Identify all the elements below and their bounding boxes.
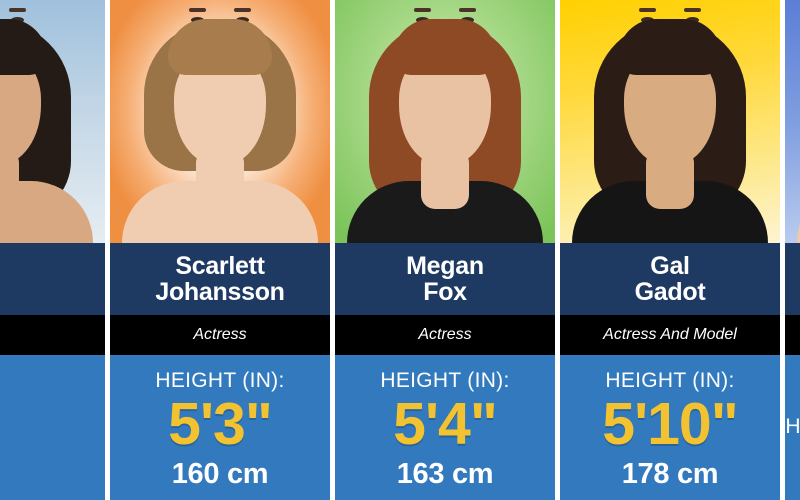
eyebrow-left-icon [234,8,251,12]
occupation-band: Actress [110,315,330,355]
occupation-text: Actress [418,326,472,343]
hair-front [393,19,497,75]
hair-front [0,19,47,75]
person-name-line-2: Johansson [155,278,285,306]
name-band: Scarlett Johansson [110,243,330,315]
occupation-band: Actress And Model [560,315,780,355]
photo-backdrop [785,0,800,243]
occupation-text: Actress And Model [603,326,737,343]
eyebrow-right-icon [189,8,206,12]
height-metric-value: 163 cm [396,457,494,490]
person-card-scarlett-johansson[interactable]: Scarlett Johansson Actress HEIGHT (IN): … [110,0,330,500]
height-imperial-value: 5'3" [168,390,273,457]
hair-front [168,19,272,75]
height-metric-value: 178 cm [621,457,719,490]
eyebrow-left-icon [459,8,476,12]
person-card-gal-gadot[interactable]: Gal Gadot Actress And Model HEIGHT (IN):… [560,0,780,500]
occupation-band [785,315,800,355]
name-band [785,243,800,315]
height-band: HEIGHT (IN): 5'4" 163 cm [335,355,555,500]
name-band: Salma Hayek [0,243,105,315]
portrait-photo [335,0,555,243]
height-imperial-value: 5'4" [393,390,498,457]
person-card-salma-hayek[interactable]: Salma Hayek Actress HEIGHT (IN): 5'2" 15… [0,0,105,500]
height-label: HEIGHT (IN): [605,368,735,392]
occupation-text: Actress [193,326,247,343]
occupation-band: Actress [335,315,555,355]
height-label: HEIGHT (IN): [785,414,800,438]
eyebrow-right-icon [414,8,431,12]
portrait-photo [560,0,780,243]
portrait-figure [0,0,93,243]
portrait-figure [572,0,768,243]
person-name-line-2: Fox [423,278,467,306]
height-metric-value: 160 cm [171,457,269,490]
portrait-photo [785,0,800,243]
height-band: HEIGHT (IN): 5'2" 157 cm [0,355,105,500]
person-name-line-2: Gadot [634,278,706,306]
height-band: HEIGHT (IN): [785,355,800,500]
name-band: Gal Gadot [560,243,780,315]
height-band: HEIGHT (IN): 5'3" 160 cm [110,355,330,500]
name-band: Megan Fox [335,243,555,315]
height-label: HEIGHT (IN): [380,368,510,392]
person-card-megan-fox[interactable]: Megan Fox Actress HEIGHT (IN): 5'4" 163 … [335,0,555,500]
height-imperial-value: 5'10" [602,390,738,457]
height-label: HEIGHT (IN): [155,368,285,392]
eyebrow-right-icon [639,8,656,12]
occupation-band: Actress [0,315,105,355]
person-name-line-1: Gal [650,251,690,280]
person-card-next-card[interactable]: HEIGHT (IN): [785,0,800,500]
height-label: HEIGHT (IN): [0,369,2,393]
person-name-line-1: Megan [406,251,484,280]
eyebrow-left-icon [684,8,701,12]
person-name-line-1: Scarlett [175,251,265,280]
eyebrow-left-icon [9,8,26,12]
portrait-figure [347,0,543,243]
portrait-photo [0,0,105,243]
portrait-photo [110,0,330,243]
hair-front [618,19,722,75]
height-band: HEIGHT (IN): 5'10" 178 cm [560,355,780,500]
portrait-figure [122,0,318,243]
